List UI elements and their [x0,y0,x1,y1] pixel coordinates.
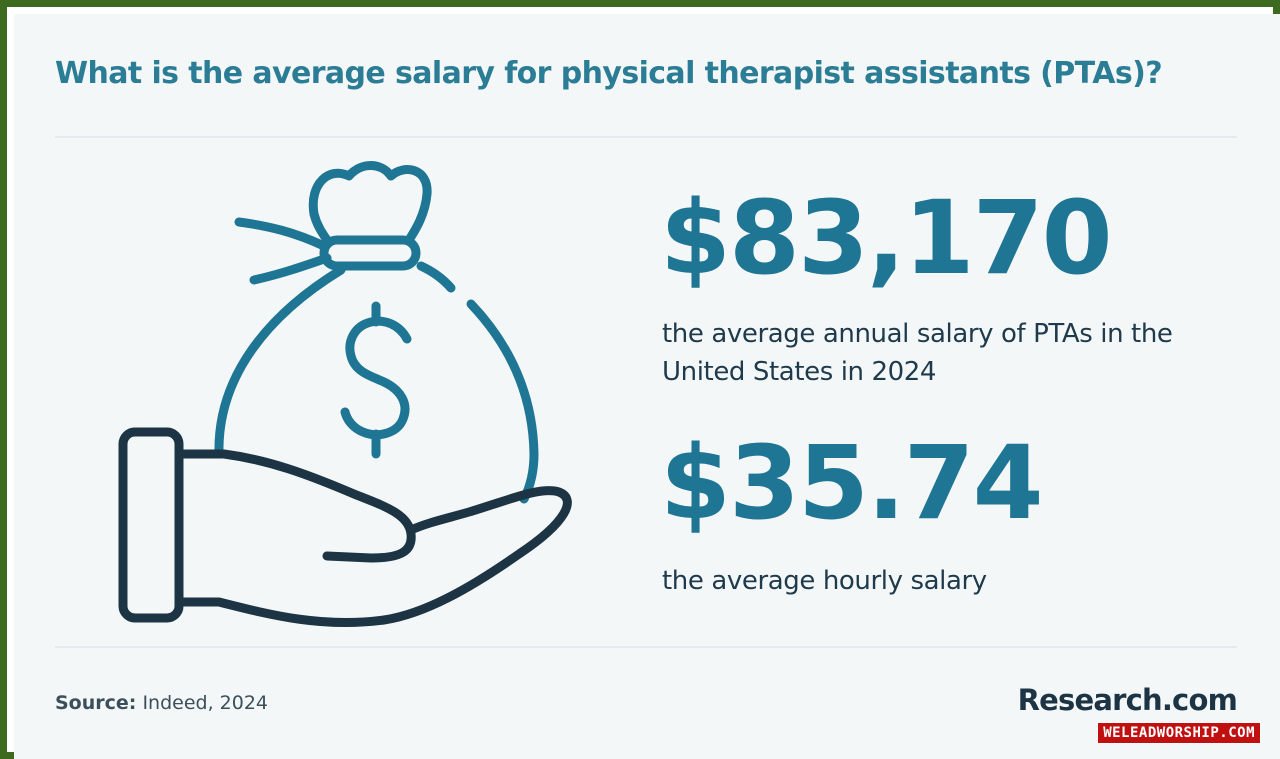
hourly-salary-description: the average hourly salary [662,566,987,596]
hand-cuff [118,427,184,623]
annual-salary-value: $83,170 [660,179,1113,298]
bag-neck [319,235,421,271]
dollar-sign-s [340,316,412,440]
source-value: Indeed, 2024 [142,692,269,714]
source-note: Source: Indeed, 2024 [55,692,268,714]
bag-body-right-upper [416,261,456,293]
hand-fingers [178,486,572,628]
hand-palm [178,449,416,563]
watermark-badge: WELEADWORSHIP.COM [1097,722,1261,744]
bag-tie-lower [249,253,332,285]
bag-body-left [214,265,346,459]
page-title: What is the average salary for physical … [55,56,1163,91]
annual-salary-description: the average annual salary of PTAs in the… [662,319,1173,387]
top-divider [55,136,1237,138]
money-bag-in-hand-icon [118,161,572,628]
hourly-salary-value: $35.74 [660,424,1044,543]
bag-tie-upper [234,217,329,251]
bag-body-right [466,299,539,504]
bottom-divider [55,646,1237,648]
source-label: Source: [55,692,137,714]
bag-top-left-edge [309,209,332,245]
bag-top-shape [308,161,432,245]
brand-logo: Research.com [1017,683,1238,717]
infographic-card: What is the average salary for physical … [14,14,1280,759]
